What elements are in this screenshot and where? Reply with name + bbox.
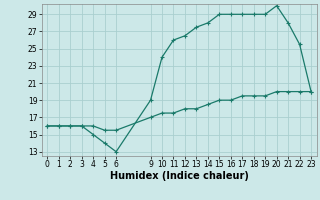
X-axis label: Humidex (Indice chaleur): Humidex (Indice chaleur) — [110, 171, 249, 181]
